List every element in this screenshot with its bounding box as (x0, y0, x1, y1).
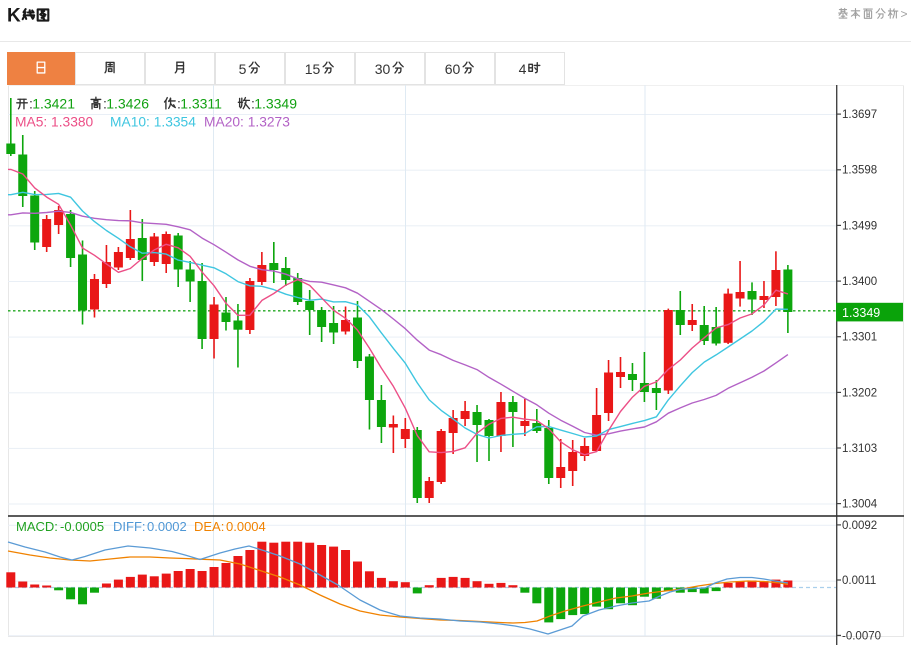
svg-text:1.3202: 1.3202 (842, 387, 877, 399)
svg-text:1.3103: 1.3103 (842, 443, 877, 455)
svg-text:MA10: 1.3354: MA10: 1.3354 (110, 115, 196, 130)
svg-text:0.0002: 0.0002 (147, 519, 187, 534)
svg-text:1.3400: 1.3400 (842, 276, 877, 288)
svg-text:0.0004: 0.0004 (226, 519, 266, 534)
svg-text:1.3004: 1.3004 (842, 499, 878, 511)
svg-text:1.3311: 1.3311 (180, 96, 222, 112)
svg-text:-0.0070: -0.0070 (842, 630, 881, 642)
svg-text:1.3349: 1.3349 (842, 306, 880, 320)
svg-text:0.0011: 0.0011 (842, 575, 876, 587)
svg-text:MACD:: MACD: (16, 519, 58, 534)
svg-text:DIFF:: DIFF: (113, 519, 146, 534)
svg-text:DEA:: DEA: (194, 519, 224, 534)
svg-text:30: 30 (375, 61, 391, 77)
svg-text::: : (177, 96, 181, 112)
svg-text:MA20: 1.3273: MA20: 1.3273 (204, 115, 290, 130)
svg-text:4: 4 (519, 61, 527, 77)
svg-text:-0.0005: -0.0005 (60, 519, 104, 534)
svg-text:15: 15 (305, 61, 321, 77)
svg-text::: : (103, 96, 107, 112)
svg-text:1.3499: 1.3499 (842, 220, 877, 232)
svg-text:1.3301: 1.3301 (842, 332, 877, 344)
svg-text:60: 60 (445, 61, 461, 77)
svg-text::: : (251, 96, 255, 112)
svg-text:MA5: 1.3380: MA5: 1.3380 (15, 115, 94, 130)
svg-text:1.3421: 1.3421 (32, 96, 75, 112)
svg-text:K: K (7, 6, 21, 27)
svg-text:1.3426: 1.3426 (106, 96, 149, 112)
svg-text::: : (29, 96, 33, 112)
svg-text:1.3598: 1.3598 (842, 165, 877, 177)
svg-text:>: > (901, 7, 908, 21)
svg-text:5: 5 (239, 61, 247, 77)
svg-text:1.3697: 1.3697 (842, 109, 877, 121)
svg-text:0.0092: 0.0092 (842, 520, 877, 532)
svg-text:1.3349: 1.3349 (254, 96, 297, 112)
